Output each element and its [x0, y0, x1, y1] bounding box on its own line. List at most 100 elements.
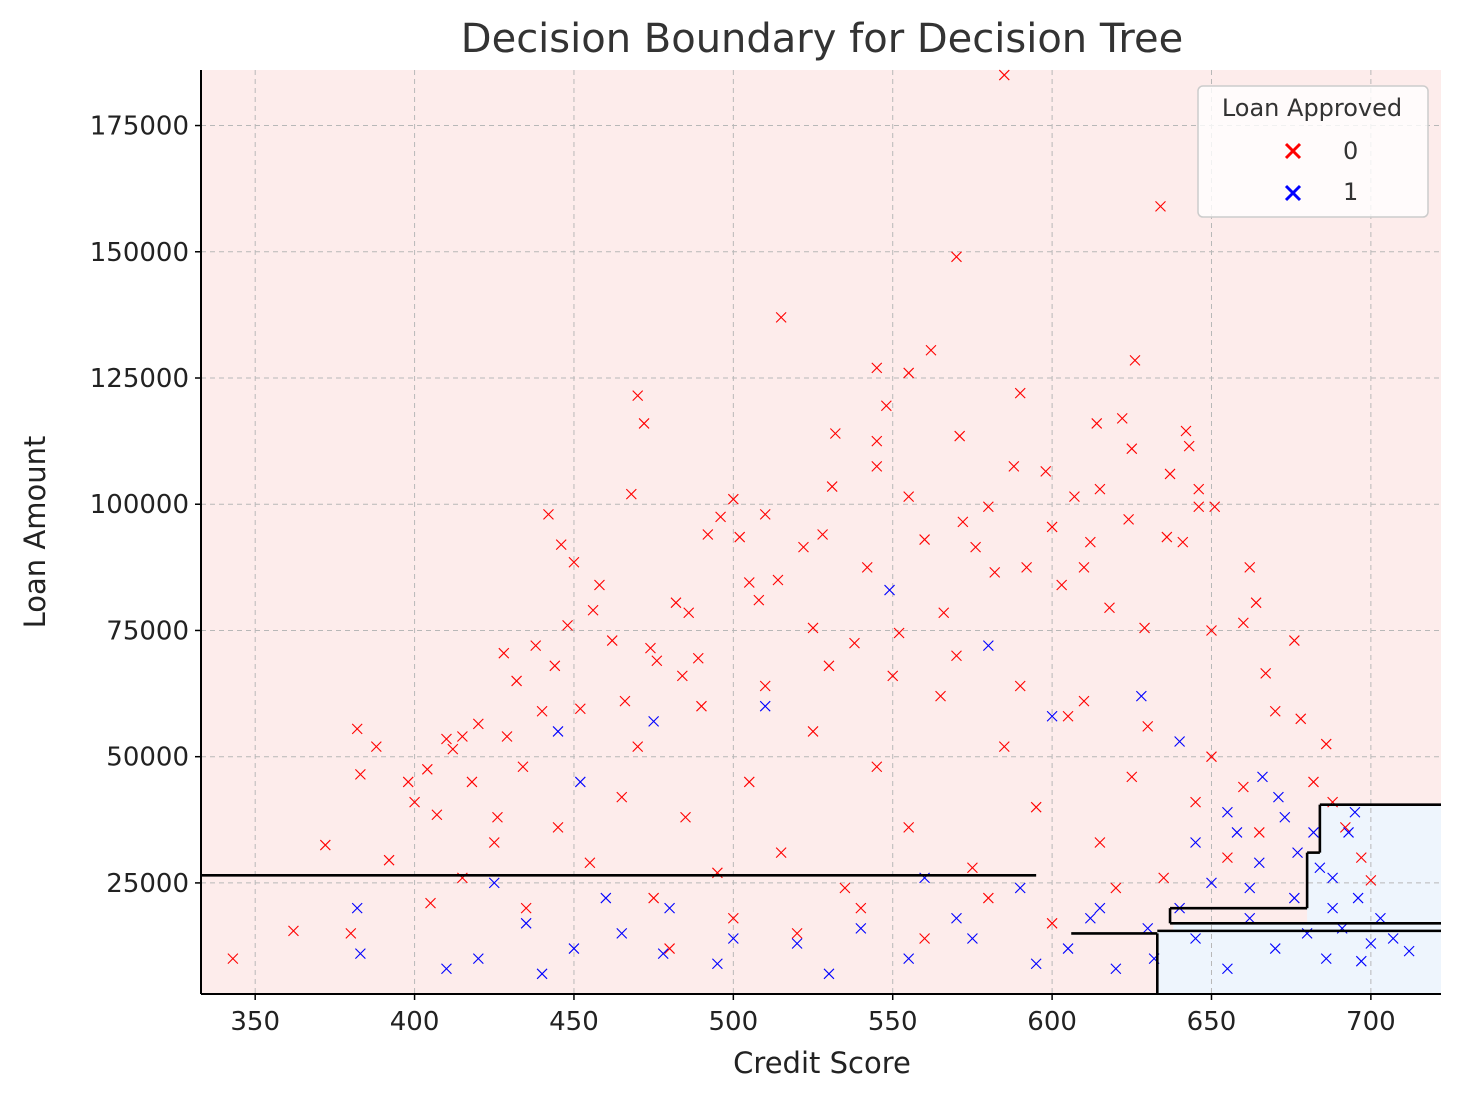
data-point-1: [568, 943, 580, 954]
data-point-1: [823, 968, 835, 980]
data-point-0: [807, 726, 819, 737]
data-point-1: [1327, 872, 1339, 884]
data-point-0: [552, 821, 564, 833]
data-point-0: [1260, 667, 1272, 679]
data-point-0: [935, 690, 946, 702]
data-point-1: [1314, 862, 1326, 874]
data-point-0: [1222, 852, 1233, 864]
data-point-0: [734, 531, 746, 543]
data-point-0: [871, 460, 883, 472]
data-point-0: [1123, 513, 1134, 525]
data-point-0: [1155, 200, 1166, 212]
data-point-0: [759, 680, 771, 692]
data-point-1: [1308, 827, 1319, 838]
y-tick-label: 25000: [106, 869, 189, 899]
data-point-0: [1190, 796, 1201, 808]
data-point-0: [829, 428, 841, 439]
data-point-0: [1193, 483, 1205, 495]
data-point-0: [1308, 776, 1319, 788]
data-point-0: [354, 768, 366, 780]
data-point-0: [1244, 561, 1256, 573]
data-point-1: [855, 922, 867, 934]
axes: [200, 70, 1441, 995]
legend-marker-1: [1284, 184, 1302, 202]
data-point-1: [759, 700, 771, 712]
data-point-1: [727, 933, 739, 944]
data-point-0: [849, 637, 860, 649]
data-point-1: [1135, 690, 1147, 702]
data-point-0: [472, 718, 484, 730]
data-point-0: [1030, 801, 1042, 813]
y-tick-label: 150000: [90, 238, 189, 268]
data-point-1: [520, 917, 532, 929]
data-point-1: [1206, 877, 1217, 889]
x-tick-label: 350: [230, 1007, 280, 1037]
data-point-0: [998, 741, 1010, 752]
data-point-1: [648, 715, 660, 727]
data-point-1: [1244, 912, 1256, 924]
data-point-0: [501, 731, 513, 742]
data-point-0: [632, 741, 644, 752]
data-point-0: [1339, 821, 1351, 833]
data-point-1: [1110, 963, 1122, 975]
data-point-0: [584, 857, 596, 869]
data-point-1: [1190, 837, 1201, 848]
data-point-0: [1193, 501, 1205, 513]
region-class-1: [1157, 804, 1441, 994]
y-tick-label: 50000: [106, 743, 189, 773]
data-point-0: [421, 763, 433, 775]
data-point-0: [982, 501, 994, 513]
data-point-0: [951, 650, 962, 662]
x-tick-label: 400: [390, 1007, 440, 1037]
data-point-0: [1365, 875, 1377, 886]
data-point-0: [791, 928, 803, 939]
grid-lines: [201, 70, 1441, 994]
data-point-0: [855, 902, 867, 914]
data-point-0: [319, 839, 331, 851]
data-point-1: [1257, 771, 1268, 783]
decision-regions: [201, 70, 1441, 994]
data-point-1: [1014, 882, 1026, 894]
data-point-0: [1008, 460, 1020, 472]
data-point-0: [1062, 710, 1074, 722]
data-point-1: [552, 726, 564, 737]
data-point-1: [472, 953, 484, 965]
data-point-0: [893, 627, 905, 639]
data-point-0: [1269, 705, 1281, 717]
data-point-0: [753, 594, 765, 606]
data-point-0: [1250, 597, 1262, 609]
data-point-0: [498, 647, 510, 659]
data-point-0: [998, 69, 1010, 81]
data-point-1: [1387, 933, 1399, 944]
data-point-0: [1288, 635, 1300, 646]
data-point-0: [967, 862, 978, 874]
data-point-1: [657, 948, 669, 959]
data-point-0: [370, 741, 382, 752]
series-1-points: [351, 584, 1415, 980]
data-point-1: [1320, 953, 1332, 965]
data-point-0: [715, 511, 726, 523]
data-point-1: [1244, 882, 1256, 894]
data-point-1: [536, 968, 548, 980]
data-point-1: [1222, 806, 1233, 818]
data-point-0: [1180, 425, 1192, 437]
data-point-1: [1327, 902, 1339, 914]
data-point-0: [1046, 917, 1058, 929]
data-point-1: [1288, 892, 1300, 904]
data-point-0: [568, 556, 580, 568]
data-point-1: [1174, 736, 1186, 747]
data-point-1: [351, 902, 363, 914]
data-point-0: [441, 733, 452, 745]
data-point-0: [1014, 680, 1026, 692]
data-point-0: [466, 776, 478, 788]
data-point-0: [1129, 354, 1141, 366]
data-point-0: [1116, 413, 1128, 424]
data-point-1: [1231, 827, 1243, 838]
data-point-0: [1094, 483, 1106, 495]
data-point-1: [1253, 857, 1265, 869]
data-point-1: [1094, 902, 1106, 914]
data-point-0: [1206, 625, 1217, 636]
data-point-0: [619, 695, 631, 707]
legend-label-0: 0: [1343, 137, 1358, 165]
